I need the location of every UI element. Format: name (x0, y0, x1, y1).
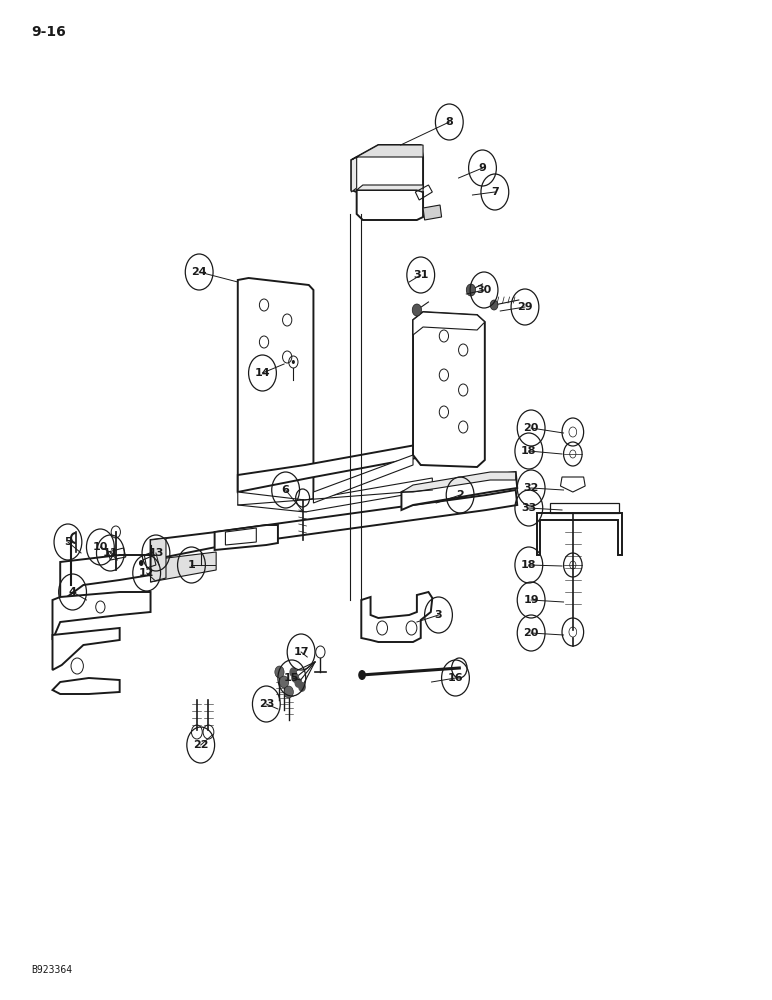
Polygon shape (52, 628, 120, 670)
Polygon shape (413, 312, 485, 467)
Polygon shape (537, 513, 622, 555)
Text: 29: 29 (517, 302, 533, 312)
Circle shape (275, 666, 284, 678)
Polygon shape (351, 145, 423, 192)
Polygon shape (238, 278, 313, 508)
Text: B923364: B923364 (31, 965, 72, 975)
Polygon shape (357, 190, 423, 220)
Text: 13: 13 (148, 548, 164, 558)
Text: 6: 6 (282, 485, 290, 495)
Text: 15: 15 (284, 673, 300, 683)
Polygon shape (401, 472, 517, 510)
Text: 30: 30 (476, 285, 492, 295)
Polygon shape (151, 552, 216, 582)
Circle shape (412, 304, 422, 316)
Polygon shape (151, 490, 517, 560)
Text: 18: 18 (521, 446, 537, 456)
Text: 17: 17 (293, 647, 309, 657)
Text: 12: 12 (139, 568, 154, 578)
Text: 31: 31 (413, 270, 428, 280)
Text: 22: 22 (193, 740, 208, 750)
Polygon shape (215, 525, 278, 550)
Text: 24: 24 (191, 267, 207, 277)
Polygon shape (52, 592, 151, 640)
Text: 2: 2 (456, 490, 464, 500)
Circle shape (292, 673, 300, 683)
Text: 20: 20 (523, 423, 539, 433)
Text: 1: 1 (188, 560, 195, 570)
Circle shape (292, 360, 295, 364)
Polygon shape (401, 472, 516, 492)
Text: 32: 32 (523, 483, 539, 493)
Polygon shape (238, 478, 432, 512)
Text: 23: 23 (259, 699, 274, 709)
Polygon shape (361, 592, 432, 642)
Polygon shape (313, 455, 413, 503)
Circle shape (294, 678, 302, 688)
Circle shape (490, 300, 498, 310)
Circle shape (284, 686, 293, 698)
Text: 11: 11 (103, 548, 118, 558)
Text: 8: 8 (445, 117, 453, 127)
Circle shape (466, 284, 476, 296)
Text: 33: 33 (521, 503, 537, 513)
Text: 16: 16 (448, 673, 463, 683)
Text: 7: 7 (491, 187, 499, 197)
Polygon shape (423, 205, 442, 220)
Text: 20: 20 (523, 628, 539, 638)
Text: 18: 18 (521, 560, 537, 570)
Polygon shape (413, 312, 485, 335)
Polygon shape (351, 157, 357, 192)
Circle shape (290, 667, 297, 677)
Text: 19: 19 (523, 595, 539, 605)
Polygon shape (60, 555, 151, 602)
Text: 10: 10 (93, 542, 108, 552)
Text: 14: 14 (255, 368, 270, 378)
Text: 9-16: 9-16 (31, 25, 66, 39)
Text: 3: 3 (435, 610, 442, 620)
Text: 4: 4 (69, 587, 76, 597)
Polygon shape (52, 678, 120, 694)
Polygon shape (351, 145, 423, 160)
Circle shape (298, 682, 306, 692)
Text: 9: 9 (479, 163, 486, 173)
Circle shape (358, 670, 366, 680)
Polygon shape (238, 438, 459, 492)
Text: 5: 5 (64, 537, 72, 547)
Circle shape (139, 560, 144, 566)
Polygon shape (151, 538, 166, 582)
Circle shape (279, 676, 289, 688)
Polygon shape (357, 185, 423, 192)
